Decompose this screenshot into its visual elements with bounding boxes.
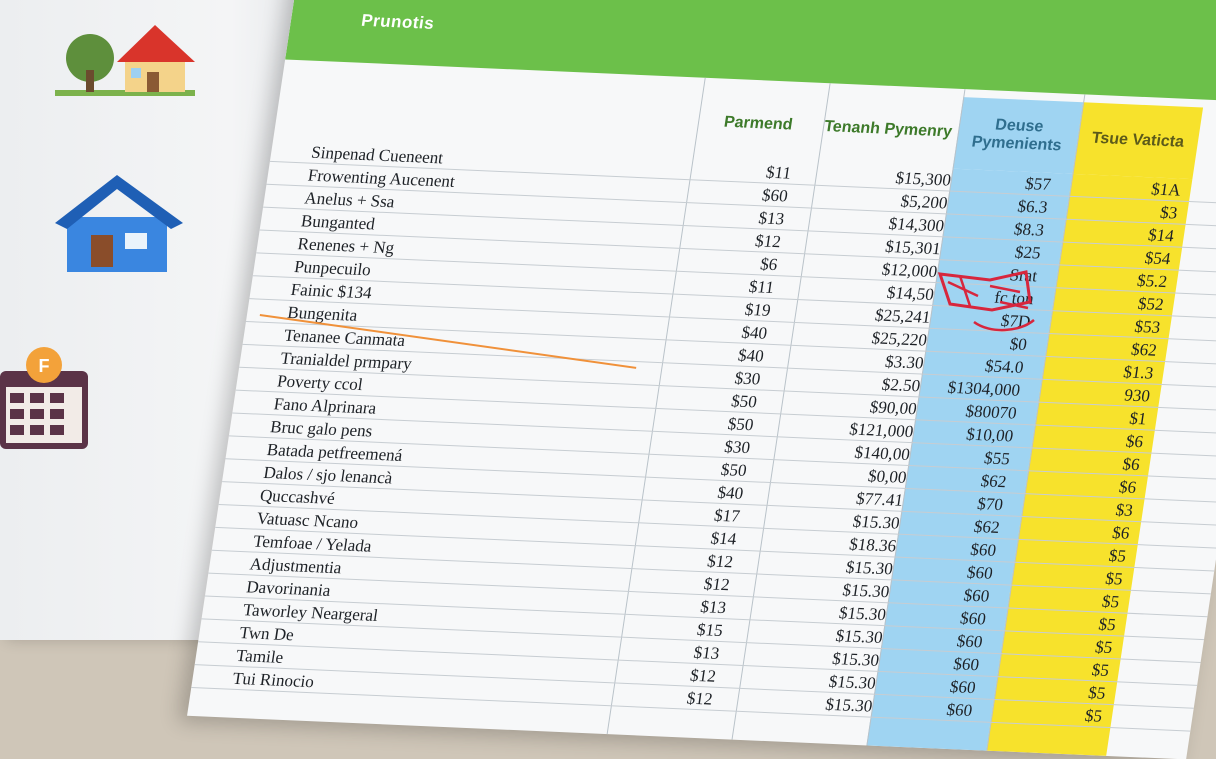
payment-cell: $12 — [685, 688, 714, 709]
row-label-cell: Bunganted — [299, 211, 377, 234]
row-label-cell: Tamile — [234, 645, 285, 667]
column-header-payment[interactable]: Parmend — [722, 113, 794, 134]
column-header-yellow[interactable]: Tsue Vaticta — [1072, 102, 1204, 180]
row-label-cell: Davorinania — [245, 577, 332, 600]
svg-text:F: F — [39, 356, 50, 376]
row-label-cell: Renenes + Ng — [296, 234, 396, 258]
row-label-cell: Twn De — [238, 623, 296, 645]
calendar-icon: F — [0, 347, 88, 449]
row-label-cell: Poverty ccol — [275, 371, 365, 395]
column-header-blue[interactable]: Deuse Pymenients — [952, 97, 1084, 174]
house-blue-icon — [55, 175, 183, 272]
red-annotation-icon — [937, 270, 1035, 332]
row-label-cell: Punpecuilo — [292, 257, 373, 280]
row-label-cell: Adjustmentia — [248, 554, 343, 578]
yellow-column-cell: $5 — [1083, 706, 1104, 726]
row-label-cell: Quccashvé — [258, 485, 337, 508]
column-header-tenant-payment[interactable]: Tenanh Pymenry — [823, 118, 954, 141]
row-label-cell: Anelus + Ssa — [303, 188, 396, 212]
row-label-cell: Fainic $134 — [289, 279, 374, 303]
sheet-title: Prunotis — [359, 10, 436, 33]
blue-column-cell: $60 — [945, 699, 974, 720]
spreadsheet-page: Prunotis Parmend Tenanh Pymenry Deuse Py… — [187, 0, 1216, 759]
row-label-cell: Tui Rinocio — [231, 668, 316, 692]
house-tree-icon — [55, 25, 195, 96]
